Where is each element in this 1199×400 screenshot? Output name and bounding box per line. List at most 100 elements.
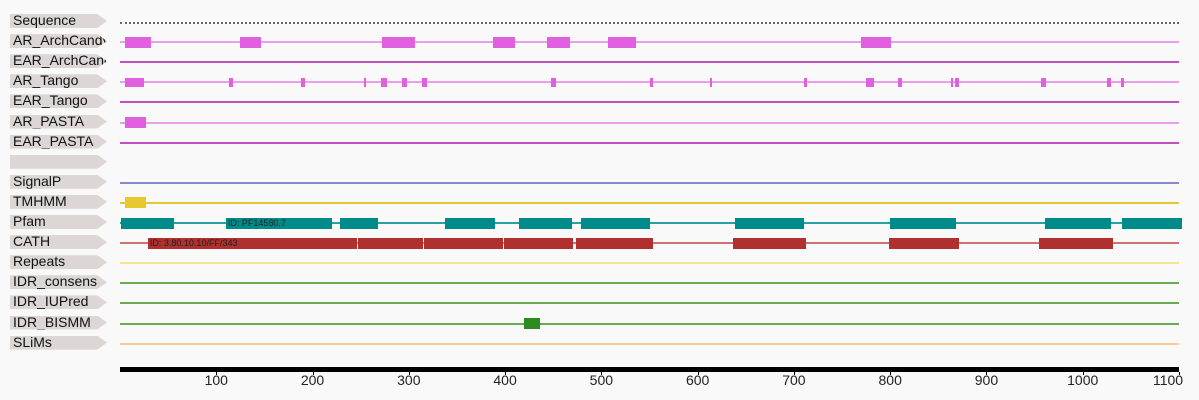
- track-label-ear-pasta[interactable]: EAR_PASTA: [10, 135, 107, 149]
- track-name: Pfam: [13, 213, 46, 229]
- track-label-cath[interactable]: CATH: [10, 235, 107, 249]
- track-label-slims[interactable]: SLiMs: [10, 336, 107, 350]
- track-label-pfam[interactable]: Pfam: [10, 215, 107, 229]
- feature-ar-tango[interactable]: [710, 78, 712, 87]
- track-line-idr-iupred: [120, 302, 1179, 304]
- track-name: Repeats: [13, 253, 65, 269]
- axis-tick-label: 800: [878, 372, 901, 388]
- axis-tick-label: 500: [590, 372, 613, 388]
- feature-pfam[interactable]: [121, 218, 174, 229]
- feature-ar-tango[interactable]: [125, 78, 144, 87]
- track-name: EAR_PASTA: [13, 133, 93, 149]
- track-label-ar-tango[interactable]: AR_Tango: [10, 74, 107, 88]
- axis-tick-label: 300: [397, 372, 420, 388]
- track-line-ear-tango: [120, 101, 1179, 103]
- track-label-ear-archcandy[interactable]: EAR_ArchCandy: [10, 54, 107, 68]
- feature-pfam[interactable]: [1122, 218, 1182, 229]
- track-line-ar-archcandy: [120, 41, 1179, 43]
- feature-ar-tango[interactable]: [955, 78, 959, 87]
- track-label-ear-tango[interactable]: EAR_Tango: [10, 94, 107, 108]
- feature-ar-tango[interactable]: [650, 78, 654, 87]
- axis-tick-label: 700: [782, 372, 805, 388]
- feature-cath[interactable]: [504, 238, 573, 249]
- track-line-slims: [120, 343, 1179, 345]
- feature-cath[interactable]: [576, 238, 653, 249]
- track-name: IDR_BISMM: [13, 314, 91, 330]
- track-name: TMHMM: [13, 193, 67, 209]
- feature-cath[interactable]: [889, 238, 958, 249]
- track-name: IDR_consens: [13, 273, 97, 289]
- feature-idr-bismm[interactable]: [524, 318, 539, 329]
- track-label-signalp[interactable]: SignalP: [10, 175, 107, 189]
- feature-ar-tango[interactable]: [364, 78, 366, 87]
- feature-ar-tango[interactable]: [422, 78, 427, 87]
- feature-ar-archcandy[interactable]: [861, 37, 891, 48]
- track-label-ar-archcandy[interactable]: AR_ArchCandy: [10, 34, 107, 48]
- track-label-idr-bismm[interactable]: IDR_BISMM: [10, 316, 107, 330]
- feature-pfam[interactable]: [445, 218, 495, 229]
- feature-ar-archcandy[interactable]: [125, 37, 151, 48]
- axis-tick-label: 1000: [1067, 372, 1098, 388]
- track-name: AR_PASTA: [13, 113, 84, 129]
- feature-ar-tango[interactable]: [866, 78, 874, 87]
- feature-tmhmm[interactable]: [125, 197, 146, 208]
- track-line-ar-pasta: [120, 122, 1179, 124]
- position-axis: [120, 367, 1179, 372]
- axis-tick-label: 100: [205, 372, 228, 388]
- track-label-idr-consens[interactable]: IDR_consens: [10, 275, 107, 289]
- feature-cath[interactable]: [733, 238, 806, 249]
- feature-ar-tango[interactable]: [1121, 78, 1124, 87]
- axis-tick-label: 600: [686, 372, 709, 388]
- track-line-ear-archcandy: [120, 61, 1179, 63]
- feature-ar-pasta[interactable]: [125, 117, 146, 128]
- feature-id-label: ID: PF14580.7: [226, 218, 286, 228]
- track-label-repeats[interactable]: Repeats: [10, 255, 107, 269]
- track-line-idr-bismm: [120, 323, 1179, 325]
- track-label-blank[interactable]: [10, 155, 107, 169]
- feature-ar-tango[interactable]: [898, 78, 902, 87]
- track-label-idr-iupred[interactable]: IDR_IUPred: [10, 295, 107, 309]
- track-name: IDR_IUPred: [13, 293, 88, 309]
- feature-pfam[interactable]: [735, 218, 804, 229]
- feature-cath[interactable]: [1039, 238, 1112, 249]
- track-name: EAR_Tango: [13, 92, 88, 108]
- feature-ar-archcandy[interactable]: [493, 37, 515, 48]
- axis-tick-label: 900: [975, 372, 998, 388]
- feature-ar-tango[interactable]: [381, 78, 387, 87]
- sequence-line: [120, 22, 1179, 24]
- feature-ar-tango[interactable]: [229, 78, 233, 87]
- feature-id-label: ID: 3.80.10.10/FF/343: [148, 238, 238, 248]
- axis-tick-label: 1100: [1153, 372, 1183, 388]
- track-name: EAR_ArchCandy: [13, 52, 119, 68]
- feature-ar-tango[interactable]: [1041, 78, 1046, 87]
- feature-ar-archcandy[interactable]: [547, 37, 569, 48]
- feature-ar-tango[interactable]: [301, 78, 305, 87]
- feature-ar-archcandy[interactable]: [240, 37, 260, 48]
- feature-ar-archcandy[interactable]: [382, 37, 415, 48]
- track-line-idr-consens: [120, 282, 1179, 284]
- track-name: SignalP: [13, 173, 61, 189]
- track-label-tmhmm[interactable]: TMHMM: [10, 195, 107, 209]
- track-line-ear-pasta: [120, 142, 1179, 144]
- feature-ar-tango[interactable]: [804, 78, 808, 87]
- track-name: Sequence: [13, 12, 76, 28]
- track-name: AR_ArchCandy: [13, 32, 110, 48]
- feature-pfam[interactable]: [519, 218, 572, 229]
- feature-ar-tango[interactable]: [1107, 78, 1111, 87]
- feature-ar-archcandy[interactable]: [608, 37, 636, 48]
- feature-pfam[interactable]: [1045, 218, 1110, 229]
- track-label-sequence[interactable]: Sequence: [10, 14, 107, 28]
- track-name: AR_Tango: [13, 72, 78, 88]
- track-line-tmhmm: [120, 202, 1179, 204]
- feature-pfam[interactable]: [340, 218, 379, 229]
- feature-cath[interactable]: [358, 238, 423, 249]
- feature-pfam[interactable]: [581, 218, 650, 229]
- feature-ar-tango[interactable]: [402, 78, 407, 87]
- feature-pfam[interactable]: [890, 218, 955, 229]
- track-label-ar-pasta[interactable]: AR_PASTA: [10, 115, 107, 129]
- track-line-signalp: [120, 182, 1179, 184]
- feature-cath[interactable]: [424, 238, 503, 249]
- feature-ar-tango[interactable]: [951, 78, 953, 87]
- feature-ar-tango[interactable]: [551, 78, 556, 87]
